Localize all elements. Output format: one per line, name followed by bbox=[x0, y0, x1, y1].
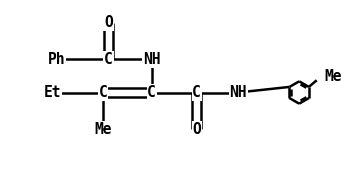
Text: Me: Me bbox=[324, 69, 342, 84]
Text: NH: NH bbox=[229, 85, 247, 100]
Text: O: O bbox=[104, 15, 113, 30]
Text: NH: NH bbox=[143, 52, 161, 67]
Text: Ph: Ph bbox=[48, 52, 65, 67]
Text: Me: Me bbox=[95, 122, 112, 137]
Text: C: C bbox=[99, 85, 108, 100]
Text: C: C bbox=[147, 85, 156, 100]
Text: Et: Et bbox=[44, 85, 62, 100]
Text: C: C bbox=[192, 85, 201, 100]
Text: C: C bbox=[104, 52, 113, 67]
Text: O: O bbox=[192, 122, 201, 137]
